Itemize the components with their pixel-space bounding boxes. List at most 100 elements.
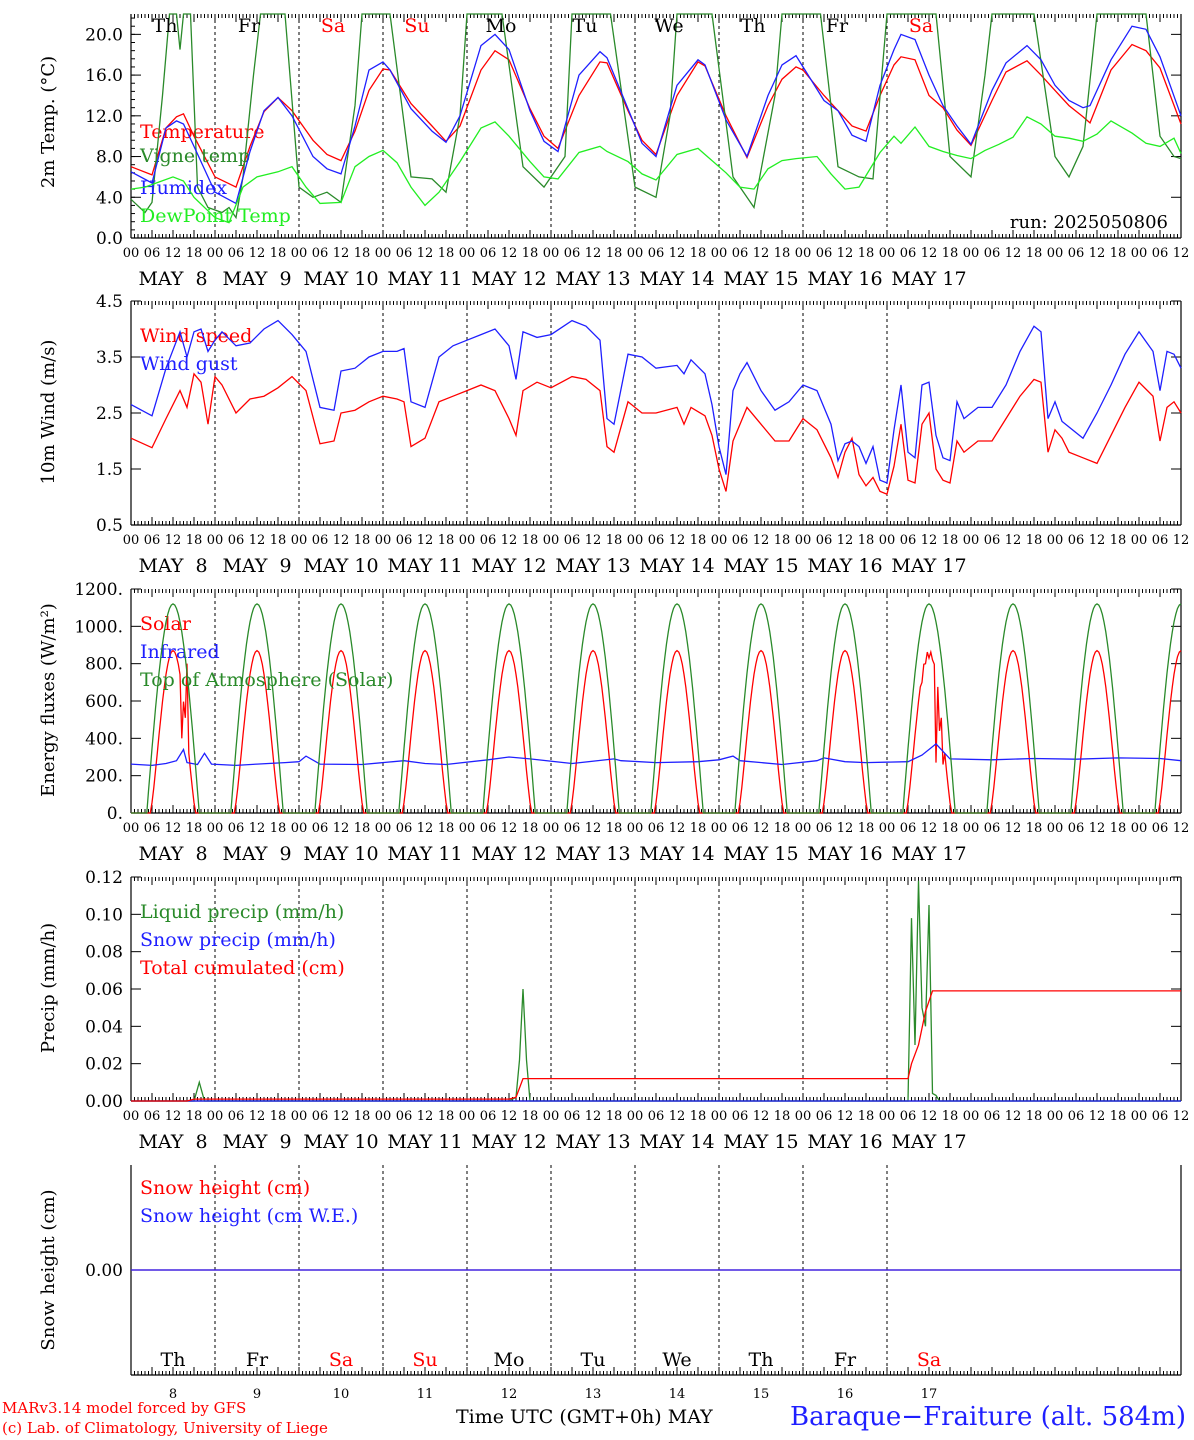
- hour-tick-label: 00: [627, 821, 644, 836]
- hour-tick-label: 00: [963, 246, 980, 261]
- series-line-wind-gust: [130, 319, 1182, 484]
- weekday-label: Fr: [246, 1349, 269, 1371]
- hour-tick-label: 12: [1173, 821, 1190, 836]
- weekday-label: Fr: [826, 15, 849, 37]
- run-label: run: 2025050806: [1010, 212, 1168, 233]
- hour-tick-label: 12: [249, 1109, 266, 1124]
- hour-tick-label: 06: [1152, 246, 1169, 261]
- y-tick-label: 0.5: [96, 516, 123, 536]
- hour-tick-label: 18: [858, 246, 875, 261]
- date-label: MAY 12: [471, 268, 546, 290]
- hour-tick-label: 06: [312, 821, 329, 836]
- hour-tick-label: 06: [564, 821, 581, 836]
- hour-tick-label: 06: [228, 533, 245, 548]
- hour-tick-label: 12: [165, 246, 182, 261]
- date-label: MAY 16: [807, 268, 882, 290]
- hour-tick-label: 18: [942, 533, 959, 548]
- hour-tick-label: 06: [396, 1109, 413, 1124]
- chart-panel-2: 0.5 1.5 2.5 3.5 4.5 10m Wind (m/s) Wind speed W…: [38, 292, 1189, 577]
- hour-tick-label: 06: [732, 1109, 749, 1124]
- y-tick-label: 600.: [85, 692, 123, 712]
- y-axis-label: Precip (mm/h): [38, 923, 59, 1053]
- date-label: MAY 13: [555, 1131, 630, 1153]
- hour-tick-label: 00: [1047, 821, 1064, 836]
- hour-tick-label: 12: [921, 246, 938, 261]
- hour-tick-label: 00: [207, 533, 224, 548]
- hour-tick-label: 12: [501, 246, 518, 261]
- hour-tick-label: 06: [1152, 821, 1169, 836]
- hour-tick-label: 00: [963, 1109, 980, 1124]
- chart-panel-1: 0.0 4.0 8.0 12.0 16.0 20.0 2m Temp. (°C) Temper…: [38, 13, 1189, 290]
- hour-tick-label: 12: [333, 821, 350, 836]
- date-label: MAY 11: [387, 843, 462, 865]
- hour-tick-label: 00: [123, 821, 140, 836]
- legend-entry: Snow precip (mm/h): [140, 929, 336, 951]
- series-line-humidex: [130, 25, 1182, 205]
- hour-tick-label: 12: [585, 1109, 602, 1124]
- hour-tick-label: 12: [1089, 246, 1106, 261]
- hour-tick-label: 12: [837, 246, 854, 261]
- hour-tick-label: 06: [732, 821, 749, 836]
- hour-tick-label: 00: [879, 246, 896, 261]
- y-tick-label: 0.06: [85, 980, 123, 1000]
- date-label: MAY 16: [807, 555, 882, 577]
- hour-tick-label: 12: [1089, 821, 1106, 836]
- hour-tick-label: 00: [543, 1109, 560, 1124]
- y-tick-label: 200.: [85, 767, 123, 787]
- hour-tick-label: 18: [858, 821, 875, 836]
- date-label: MAY 15: [723, 555, 798, 577]
- hour-tick-label: 12: [417, 533, 434, 548]
- chart-panel-3: 0. 200. 400. 600. 800. 1000. 1200. Energy fluxe…: [38, 580, 1189, 865]
- date-label: MAY 11: [387, 555, 462, 577]
- weekday-label: Su: [412, 1349, 437, 1371]
- hour-tick-label: 00: [291, 1109, 308, 1124]
- hour-tick-label: 12: [333, 533, 350, 548]
- hour-tick-label: 06: [900, 821, 917, 836]
- hour-tick-label: 00: [627, 1109, 644, 1124]
- y-tick-label: 12.0: [85, 107, 123, 127]
- date-label: MAY 17: [891, 555, 966, 577]
- y-tick-label: 1000.: [74, 617, 123, 637]
- hour-tick-label: 18: [522, 533, 539, 548]
- legend-entry: DewPoint Temp: [140, 205, 291, 227]
- y-tick-label: 4.0: [96, 188, 123, 208]
- station-name: Baraque−Fraiture (alt. 584m): [789, 1402, 1186, 1432]
- y-tick-label: 3.5: [96, 348, 123, 368]
- series-line-wind-speed: [130, 372, 1182, 496]
- weekday-label: Mo: [486, 15, 517, 37]
- hour-tick-label: 12: [1005, 821, 1022, 836]
- hour-tick-label: 00: [375, 533, 392, 548]
- date-label: MAY 10: [303, 1131, 378, 1153]
- hour-tick-label: 06: [480, 533, 497, 548]
- hour-tick-label: 06: [732, 533, 749, 548]
- hour-tick-label: 00: [123, 1109, 140, 1124]
- weekday-label: Th: [153, 15, 178, 37]
- legend-entry: Snow height (cm W.E.): [140, 1205, 358, 1227]
- y-tick-label: 800.: [85, 655, 123, 675]
- hour-tick-label: 00: [375, 821, 392, 836]
- x-axis-title: Time UTC (GMT+0h) MAY: [456, 1406, 713, 1428]
- hour-tick-label: 12: [669, 1109, 686, 1124]
- hour-tick-label: 06: [564, 1109, 581, 1124]
- legend-entry: Wind gust: [140, 353, 238, 375]
- hour-tick-label: 06: [396, 533, 413, 548]
- hour-tick-label: 00: [711, 821, 728, 836]
- hour-tick-label: 12: [921, 533, 938, 548]
- hour-tick-label: 06: [312, 1109, 329, 1124]
- hour-tick-label: 00: [1131, 246, 1148, 261]
- y-tick-label: 0.: [107, 804, 123, 824]
- hour-tick-label: 06: [900, 533, 917, 548]
- y-tick-label: 8.0: [96, 148, 123, 168]
- hour-tick-label: 12: [165, 1109, 182, 1124]
- hour-tick-label: 12: [669, 246, 686, 261]
- date-label: MAY 15: [723, 268, 798, 290]
- legend-entry: Total cumulated (cm): [140, 957, 345, 979]
- hour-tick-label: 18: [438, 533, 455, 548]
- legend-entry: Wind speed: [140, 325, 252, 347]
- hour-tick-label: 12: [1089, 533, 1106, 548]
- y-axis-label: Energy fluxes (W/m²): [38, 603, 59, 797]
- hour-tick-label: 18: [774, 246, 791, 261]
- hour-tick-label: 06: [648, 821, 665, 836]
- weekday-label: Th: [749, 1349, 774, 1371]
- hour-tick-label: 18: [186, 246, 203, 261]
